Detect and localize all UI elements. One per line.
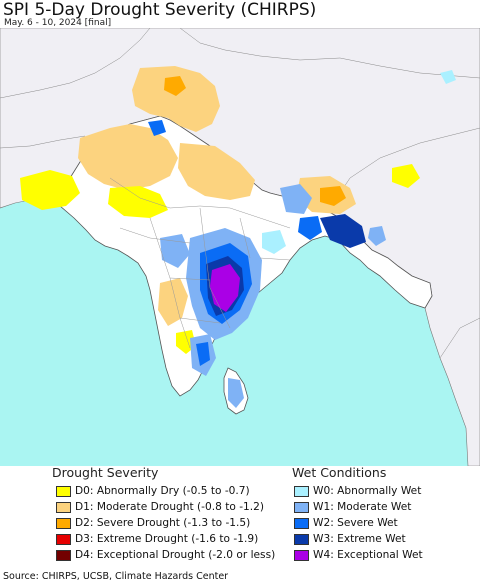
legend-item-w0: W0: Abnormally Wet	[294, 484, 421, 498]
wet-patches	[148, 70, 456, 408]
legend-item-w1: W1: Moderate Wet	[294, 500, 411, 514]
legend-label-d3: D3: Extreme Drought (-1.6 to -1.9)	[75, 533, 259, 545]
page-title: SPI 5-Day Drought Severity (CHIRPS)	[3, 0, 317, 20]
legend-label-w4: W4: Exceptional Wet	[313, 549, 423, 561]
legend-swatch-d1	[56, 501, 71, 513]
state-borders	[109, 177, 291, 349]
drought-map	[0, 28, 480, 466]
date-subtitle: May. 6 - 10, 2024 [final]	[4, 18, 112, 28]
legend-item-d3: D3: Extreme Drought (-1.6 to -1.9)	[56, 532, 258, 546]
drought-legend-title: Drought Severity	[52, 465, 159, 480]
legend-swatch-w4	[294, 549, 309, 561]
legend-label-d2: D2: Severe Drought (-1.3 to -1.5)	[75, 517, 251, 529]
legend-item-d4: D4: Exceptional Drought (-2.0 or less)	[56, 548, 275, 562]
legend-label-w1: W1: Moderate Wet	[313, 501, 412, 513]
drought-patches	[20, 66, 420, 354]
legend-item-d0: D0: Abnormally Dry (-0.5 to -0.7)	[56, 484, 250, 498]
legend-item-d1: D1: Moderate Drought (-0.8 to -1.2)	[56, 500, 264, 514]
legend-swatch-d0	[56, 485, 71, 497]
legend-label-w2: W2: Severe Wet	[313, 517, 398, 529]
legend-swatch-w1	[294, 501, 309, 513]
legend-label-d1: D1: Moderate Drought (-0.8 to -1.2)	[75, 501, 264, 513]
source-credit: Source: CHIRPS, UCSB, Climate Hazards Ce…	[3, 571, 229, 582]
legend-item-d2: D2: Severe Drought (-1.3 to -1.5)	[56, 516, 250, 530]
legend-swatch-w0	[294, 485, 309, 497]
legend-item-w2: W2: Severe Wet	[294, 516, 398, 530]
legend-item-w3: W3: Extreme Wet	[294, 532, 406, 546]
wet-legend-title: Wet Conditions	[292, 465, 387, 480]
legend-swatch-w2	[294, 517, 309, 529]
neighbor-borders	[0, 28, 480, 359]
legend-swatch-d3	[56, 533, 71, 545]
legend-label-w0: W0: Abnormally Wet	[313, 485, 422, 497]
legend-label-d0: D0: Abnormally Dry (-0.5 to -0.7)	[75, 485, 250, 497]
legend-swatch-d2	[56, 517, 71, 529]
legend-swatch-d4	[56, 549, 71, 561]
legend-swatch-w3	[294, 533, 309, 545]
legend-label-d4: D4: Exceptional Drought (-2.0 or less)	[75, 549, 276, 561]
legend-item-w4: W4: Exceptional Wet	[294, 548, 423, 562]
legend-label-w3: W3: Extreme Wet	[313, 533, 406, 545]
